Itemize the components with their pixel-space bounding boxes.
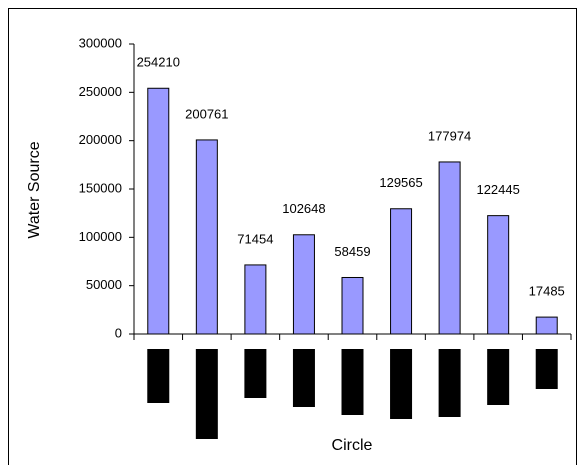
bar xyxy=(438,161,461,335)
redacted-category-label xyxy=(244,349,267,398)
bar xyxy=(292,234,315,335)
redacted-category-label xyxy=(147,349,170,403)
data-label: 129565 xyxy=(379,175,422,190)
bar xyxy=(341,276,364,335)
redacted-category-label xyxy=(292,349,315,407)
y-tick-label: 150000 xyxy=(79,180,122,195)
chart-border xyxy=(8,8,577,465)
redacted-category-label xyxy=(535,349,558,389)
data-label: 17485 xyxy=(529,284,565,299)
bar xyxy=(147,87,170,335)
data-label: 122445 xyxy=(476,182,519,197)
redacted-category-label xyxy=(487,349,510,405)
y-tick-label: 0 xyxy=(115,325,122,340)
bar xyxy=(244,264,267,335)
bar xyxy=(195,139,218,335)
data-label: 177974 xyxy=(428,128,471,143)
y-tick-label: 250000 xyxy=(79,84,122,99)
redacted-category-label xyxy=(195,349,218,439)
bar xyxy=(487,215,510,335)
y-tick-label: 200000 xyxy=(79,132,122,147)
y-tick-label: 100000 xyxy=(79,229,122,244)
y-tick-label: 300000 xyxy=(79,35,122,50)
data-label: 58459 xyxy=(334,244,370,259)
bar xyxy=(535,316,558,335)
redacted-category-label xyxy=(438,349,461,417)
bar xyxy=(390,208,413,335)
y-tick-label: 50000 xyxy=(86,277,122,292)
redacted-category-label xyxy=(390,349,413,419)
data-label: 102648 xyxy=(282,201,325,216)
data-label: 254210 xyxy=(137,55,180,70)
data-label: 71454 xyxy=(237,231,273,246)
y-axis-title: Water Source xyxy=(26,141,43,238)
data-label: 200761 xyxy=(185,106,228,121)
x-axis-title: Circle xyxy=(332,437,373,454)
redacted-category-label xyxy=(341,349,364,415)
